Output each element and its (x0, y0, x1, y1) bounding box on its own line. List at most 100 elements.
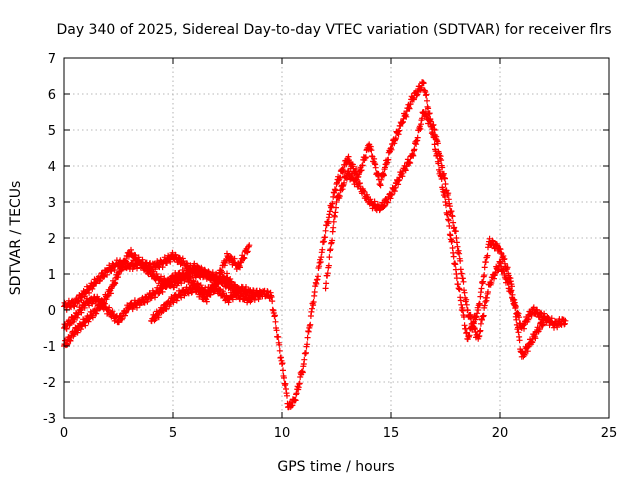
data-point (420, 79, 427, 86)
data-point (353, 176, 360, 183)
y-tick-label: 4 (48, 160, 56, 175)
y-tick-label: 5 (48, 124, 56, 139)
data-point (245, 243, 252, 250)
data-point (561, 321, 568, 328)
data-point (291, 396, 298, 403)
data-point (532, 335, 539, 342)
y-tick-label: 1 (48, 268, 56, 283)
data-point (424, 97, 430, 104)
data-point (387, 145, 394, 152)
data-point (528, 312, 535, 319)
data-point (426, 110, 433, 117)
data-point (141, 299, 148, 306)
y-tick-label: 6 (48, 88, 56, 103)
data-point (104, 271, 111, 278)
data-point (327, 208, 333, 215)
data-point (463, 329, 470, 336)
data-point (271, 312, 278, 319)
data-point (407, 160, 414, 166)
data-point (123, 258, 130, 265)
data-point (474, 310, 481, 317)
data-point (340, 167, 347, 174)
data-point (434, 140, 441, 147)
data-point (311, 292, 318, 299)
data-point (453, 275, 460, 282)
data-point (322, 234, 329, 241)
data-point (442, 175, 448, 182)
data-point (106, 304, 113, 311)
data-point (377, 182, 384, 189)
data-point (399, 173, 406, 180)
data-point (211, 285, 218, 292)
data-point (71, 303, 78, 310)
data-point (356, 180, 363, 187)
data-point (301, 356, 308, 363)
data-point (63, 325, 70, 332)
data-point (187, 273, 194, 280)
data-point (330, 218, 337, 225)
data-point (359, 162, 366, 169)
data-point (438, 157, 445, 164)
data-point (89, 314, 96, 321)
data-point (484, 252, 491, 259)
data-point (279, 360, 286, 367)
data-point (442, 181, 449, 187)
y-tick-label: 2 (48, 232, 56, 247)
data-point (361, 189, 368, 195)
data-point (93, 280, 100, 287)
data-point (445, 190, 452, 197)
data-point (296, 380, 303, 387)
data-point (525, 316, 532, 323)
data-point (330, 224, 337, 231)
data-point (516, 314, 523, 321)
x-axis-label: GPS time / hours (277, 459, 394, 475)
data-point (435, 160, 442, 167)
data-point (452, 261, 459, 268)
x-tick-label: 15 (383, 426, 400, 441)
data-point (512, 303, 519, 310)
data-point (292, 397, 299, 404)
data-point (280, 367, 286, 374)
data-point (481, 272, 488, 279)
data-point (362, 154, 369, 161)
data-point (561, 320, 568, 327)
y-tick-label: 3 (48, 196, 56, 211)
series-satellite-track-c (61, 267, 242, 332)
data-point (202, 284, 209, 291)
data-point (456, 286, 463, 293)
data-point (275, 333, 282, 340)
data-point (185, 290, 192, 297)
data-point (431, 126, 438, 133)
data-point (93, 310, 100, 317)
data-point (304, 341, 311, 348)
data-point (134, 304, 140, 311)
data-point (119, 264, 126, 271)
data-point (463, 301, 470, 308)
data-point (309, 305, 315, 312)
data-point (516, 337, 523, 344)
data-point (315, 273, 321, 280)
data-point (67, 337, 74, 344)
data-point (427, 116, 434, 122)
data-point (403, 113, 410, 120)
data-point (300, 363, 307, 370)
data-point (425, 105, 432, 112)
data-point (304, 334, 311, 341)
data-point (468, 315, 475, 322)
y-tick-label: -1 (43, 340, 56, 355)
x-tick-label: 0 (60, 426, 68, 441)
data-point (443, 202, 449, 209)
data-point (410, 96, 417, 103)
data-point (522, 349, 529, 356)
data-series (61, 79, 569, 411)
data-point (272, 318, 279, 325)
data-point (389, 191, 396, 197)
y-tick-label: -3 (43, 412, 56, 427)
data-point (326, 254, 333, 261)
data-point (387, 195, 394, 202)
data-point (504, 264, 511, 271)
data-point (241, 255, 248, 262)
data-point (140, 260, 146, 267)
data-point (68, 319, 75, 326)
